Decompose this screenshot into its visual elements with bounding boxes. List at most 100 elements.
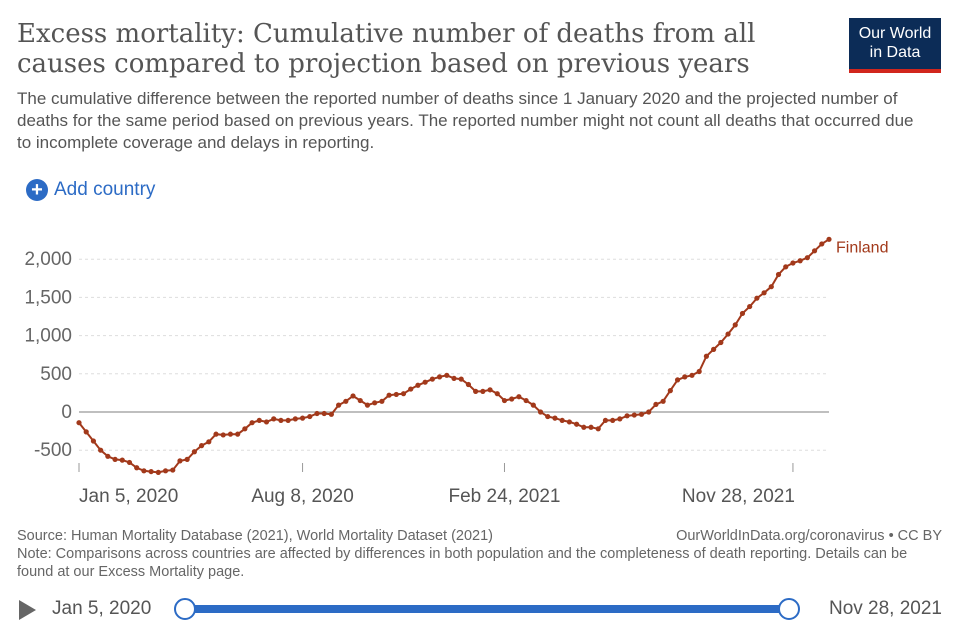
- data-point: [581, 424, 587, 430]
- data-point: [811, 248, 818, 254]
- data-point: [545, 413, 551, 420]
- play-icon[interactable]: [19, 600, 36, 620]
- license-text[interactable]: OurWorldInData.org/coronavirus • CC BY: [676, 528, 942, 544]
- data-point: [797, 258, 803, 264]
- data-point: [220, 432, 226, 438]
- y-tick-label: 1,000: [24, 326, 72, 347]
- y-tick-label: 500: [40, 364, 72, 385]
- data-point: [415, 382, 421, 388]
- data-point: [119, 457, 125, 463]
- data-point: [336, 402, 342, 408]
- data-point: [350, 393, 356, 399]
- data-point: [278, 417, 284, 424]
- data-point: [235, 431, 241, 437]
- data-point: [689, 372, 695, 378]
- data-point: [343, 398, 349, 404]
- data-point: [256, 417, 262, 424]
- data-point: [198, 443, 205, 449]
- x-tick-label: Feb 24, 2021: [448, 486, 560, 507]
- timeline-start-handle[interactable]: [174, 598, 196, 620]
- data-point: [458, 376, 464, 382]
- data-point: [516, 394, 522, 400]
- timeline-start-label: Jan 5, 2020: [52, 598, 152, 619]
- data-point: [638, 411, 645, 417]
- data-point: [162, 468, 169, 474]
- data-point: [624, 413, 630, 419]
- data-point: [76, 420, 82, 426]
- data-point: [227, 431, 234, 437]
- data-point: [509, 396, 515, 402]
- data-point: [242, 426, 248, 432]
- data-point: [768, 284, 774, 290]
- data-point: [299, 415, 306, 421]
- data-point: [141, 468, 147, 474]
- data-point: [357, 397, 363, 404]
- data-point: [444, 372, 450, 378]
- data-point: [790, 260, 796, 266]
- add-country-button[interactable]: + Add country: [26, 179, 155, 201]
- series-label-finland: Finland: [836, 239, 888, 256]
- data-point: [819, 241, 825, 247]
- data-point: [660, 398, 666, 404]
- data-point: [667, 388, 673, 394]
- data-point: [595, 426, 601, 432]
- x-tick-label: Nov 28, 2021: [682, 486, 795, 507]
- data-point: [739, 310, 746, 317]
- data-point: [314, 410, 320, 417]
- timeline-end-label: Nov 28, 2021: [828, 598, 942, 619]
- data-point: [429, 376, 435, 382]
- data-point: [588, 424, 594, 430]
- y-tick-label: 2,000: [24, 249, 72, 270]
- data-point: [112, 456, 118, 462]
- data-point: [747, 303, 753, 310]
- line-chart: -500 0 500 1,000 1,500 2,000 Jan 5, 2020 Aug 8,…: [24, 236, 888, 507]
- data-point: [451, 375, 457, 381]
- data-point: [501, 397, 508, 404]
- timeline-slider: Jan 5, 2020 Nov 28, 2021: [17, 596, 942, 624]
- y-tick-label: 1,500: [24, 287, 72, 308]
- data-point: [530, 402, 536, 408]
- data-point: [98, 447, 104, 453]
- data-point: [321, 410, 327, 417]
- data-point: [134, 465, 140, 471]
- data-point: [754, 295, 760, 301]
- add-country-label: Add country: [54, 179, 156, 200]
- data-point: [206, 439, 212, 445]
- data-point: [307, 413, 313, 420]
- data-point: [408, 386, 414, 392]
- data-point: [783, 264, 789, 270]
- data-point: [285, 417, 291, 424]
- data-point: [646, 409, 652, 415]
- data-point: [436, 374, 443, 380]
- data-point: [537, 409, 544, 415]
- data-point: [271, 416, 277, 422]
- x-tick-label: Aug 8, 2020: [251, 486, 353, 507]
- y-tick-label: 0: [61, 402, 72, 423]
- data-point: [213, 431, 219, 437]
- data-point: [804, 255, 810, 261]
- data-point: [292, 416, 298, 422]
- data-point: [177, 458, 183, 464]
- data-point: [480, 388, 486, 394]
- timeline-track[interactable]: [185, 605, 789, 613]
- data-point: [602, 417, 609, 424]
- data-point: [718, 339, 724, 346]
- data-point: [400, 391, 407, 397]
- data-point: [473, 388, 479, 394]
- data-point: [83, 429, 89, 435]
- data-point: [566, 419, 572, 425]
- timeline-end-handle[interactable]: [778, 598, 800, 620]
- y-tick-label: -500: [34, 440, 72, 461]
- data-point: [631, 412, 637, 418]
- data-point: [379, 398, 385, 404]
- data-point: [465, 381, 472, 388]
- data-point: [617, 416, 623, 422]
- data-point: [552, 415, 558, 421]
- data-point: [682, 374, 688, 380]
- data-point: [711, 346, 717, 352]
- chart-subtitle: The cumulative difference between the re…: [17, 89, 914, 152]
- owid-logo[interactable]: Our World in Data: [849, 18, 941, 73]
- data-point: [393, 391, 399, 398]
- chart-footer: Source: Human Mortality Database (2021),…: [17, 527, 942, 581]
- data-point: [775, 271, 782, 278]
